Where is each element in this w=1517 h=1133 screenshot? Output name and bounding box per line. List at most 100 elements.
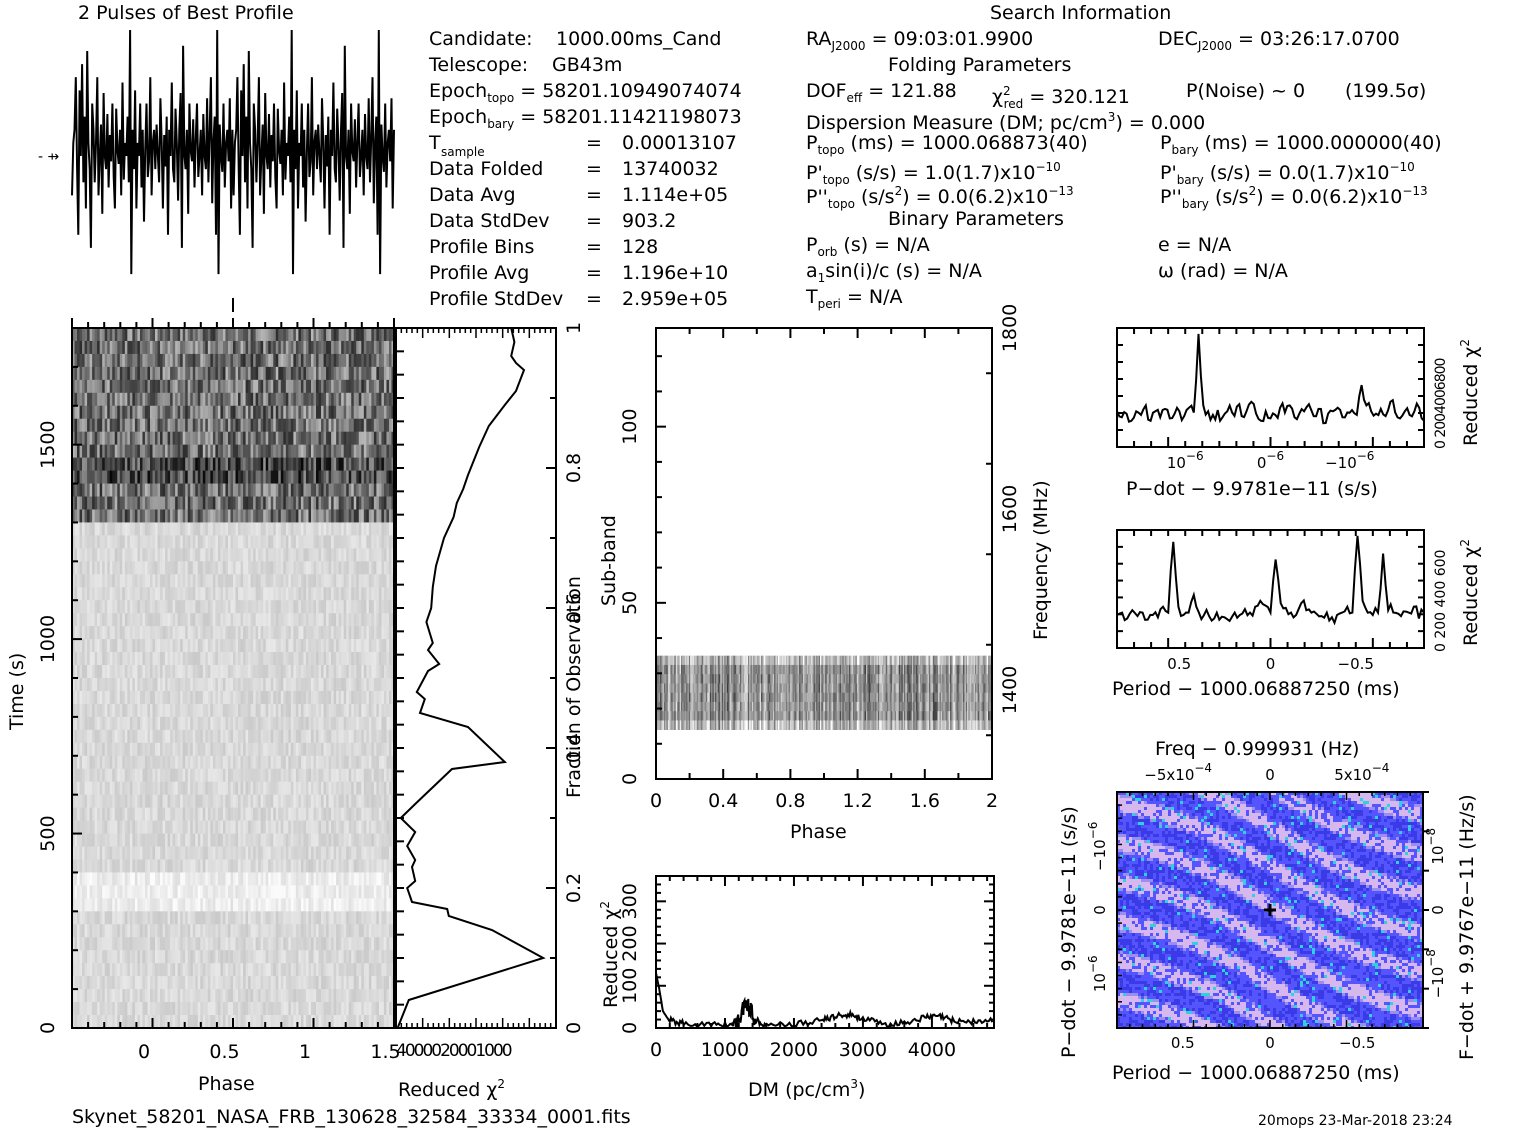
heatmap-cell <box>72 794 75 809</box>
heatmap-cell <box>295 457 299 471</box>
heatmap-cell <box>99 703 103 718</box>
heatmap-cell <box>333 729 337 744</box>
heatmap-cell <box>210 729 214 744</box>
heatmap-cell <box>260 379 264 394</box>
heatmap-cell <box>318 652 322 666</box>
heatmap-cell <box>155 781 158 796</box>
heatmap-cell <box>185 652 189 666</box>
heatmap-cell <box>119 652 123 666</box>
heatmap-cell <box>172 781 176 796</box>
heatmap-cell <box>368 729 372 744</box>
heatmap-cell <box>107 444 111 459</box>
heatmap-cell <box>142 652 146 666</box>
heatmap-cell <box>303 626 307 640</box>
heatmap-cell <box>190 613 194 627</box>
heatmap-cell <box>323 366 327 381</box>
heatmap-cell <box>165 639 168 653</box>
heatmap-cell <box>167 574 171 588</box>
heatmap-cell <box>152 613 156 627</box>
heatmap-cell <box>270 626 274 640</box>
heatmap-cell <box>222 716 226 731</box>
heatmap-cell <box>97 807 101 821</box>
heatmap-cell <box>137 509 141 523</box>
heatmap-cell <box>348 548 352 562</box>
heatmap-cell <box>280 496 284 510</box>
heatmap-cell <box>260 470 264 484</box>
heatmap-cell <box>376 535 380 549</box>
heatmap-cell <box>373 768 377 783</box>
heatmap-cell <box>142 820 146 834</box>
heatmap-cell <box>192 755 196 770</box>
heatmap-cell <box>72 444 75 459</box>
heatmap-cell <box>283 794 287 809</box>
heatmap-cell <box>102 379 106 394</box>
heatmap-cell <box>333 626 337 640</box>
heatmap-cell <box>263 431 267 446</box>
heatmap-cell <box>233 626 236 640</box>
heatmap-cell <box>205 807 209 821</box>
heatmap-cell <box>280 703 284 718</box>
heatmap-cell <box>155 522 158 536</box>
heatmap-cell <box>280 379 284 394</box>
heatmap-cell <box>288 755 292 770</box>
heatmap-cell <box>102 768 106 783</box>
heatmap-cell <box>298 561 302 575</box>
heatmap-cell <box>94 470 98 484</box>
heatmap-cell <box>182 794 186 809</box>
heatmap-cell <box>92 587 96 601</box>
heatmap-cell <box>142 690 146 705</box>
heatmap-cell <box>371 639 375 653</box>
heatmap-cell <box>195 755 199 770</box>
pddot-topo: P''topo (s/s2) = 0.0(6.2)x10−13 <box>806 184 1074 211</box>
heatmap-cell <box>373 755 377 770</box>
heatmap-cell <box>366 626 370 640</box>
heatmap-cell <box>295 444 299 459</box>
heatmap-cell <box>253 509 257 523</box>
heatmap-cell <box>79 574 83 588</box>
heatmap-cell <box>366 405 370 420</box>
heatmap-cell <box>180 807 184 821</box>
heatmap-cell <box>293 716 297 731</box>
heatmap-cell <box>260 665 264 679</box>
heatmap-cell <box>195 379 199 394</box>
heatmap-cell <box>217 405 221 420</box>
heatmap-cell <box>112 678 116 692</box>
heatmap-cell <box>200 639 204 653</box>
heatmap-cell <box>268 405 272 420</box>
heatmap-cell <box>212 587 216 601</box>
heatmap-cell <box>338 444 342 459</box>
heatmap-cell <box>305 678 309 692</box>
heatmap-cell <box>361 665 365 679</box>
heatmap-cell <box>303 418 307 433</box>
folding-title: Folding Parameters <box>888 54 1072 76</box>
heatmap-cell <box>124 755 128 770</box>
heatmap-cell <box>227 522 231 536</box>
heatmap-cell <box>134 742 138 757</box>
heatmap-cell <box>356 807 360 821</box>
heatmap-cell <box>248 483 252 497</box>
heatmap-cell <box>253 652 257 666</box>
heatmap-cell <box>207 729 211 744</box>
info-eq: = <box>586 288 602 310</box>
heatmap-cell <box>177 366 181 381</box>
heatmap-cell <box>358 716 362 731</box>
heatmap-cell <box>303 328 307 342</box>
heatmap-cell <box>192 535 196 549</box>
heatmap-cell <box>175 522 179 536</box>
heatmap-cell <box>381 716 385 731</box>
heatmap-cell <box>202 328 206 342</box>
heatmap-cell <box>89 626 93 640</box>
heatmap-cell <box>134 379 138 394</box>
heatmap-cell <box>225 379 229 394</box>
heatmap-cell <box>167 496 171 510</box>
heatmap-cell <box>338 535 342 549</box>
heatmap-cell <box>298 535 302 549</box>
heatmap-cell <box>74 483 78 497</box>
heatmap-cell <box>298 639 302 653</box>
heatmap-cell <box>107 353 111 368</box>
heatmap-cell <box>371 768 375 783</box>
heatmap-cell <box>285 340 289 355</box>
heatmap-cell <box>338 405 342 420</box>
heatmap-cell <box>238 340 241 355</box>
heatmap-cell <box>205 587 209 601</box>
